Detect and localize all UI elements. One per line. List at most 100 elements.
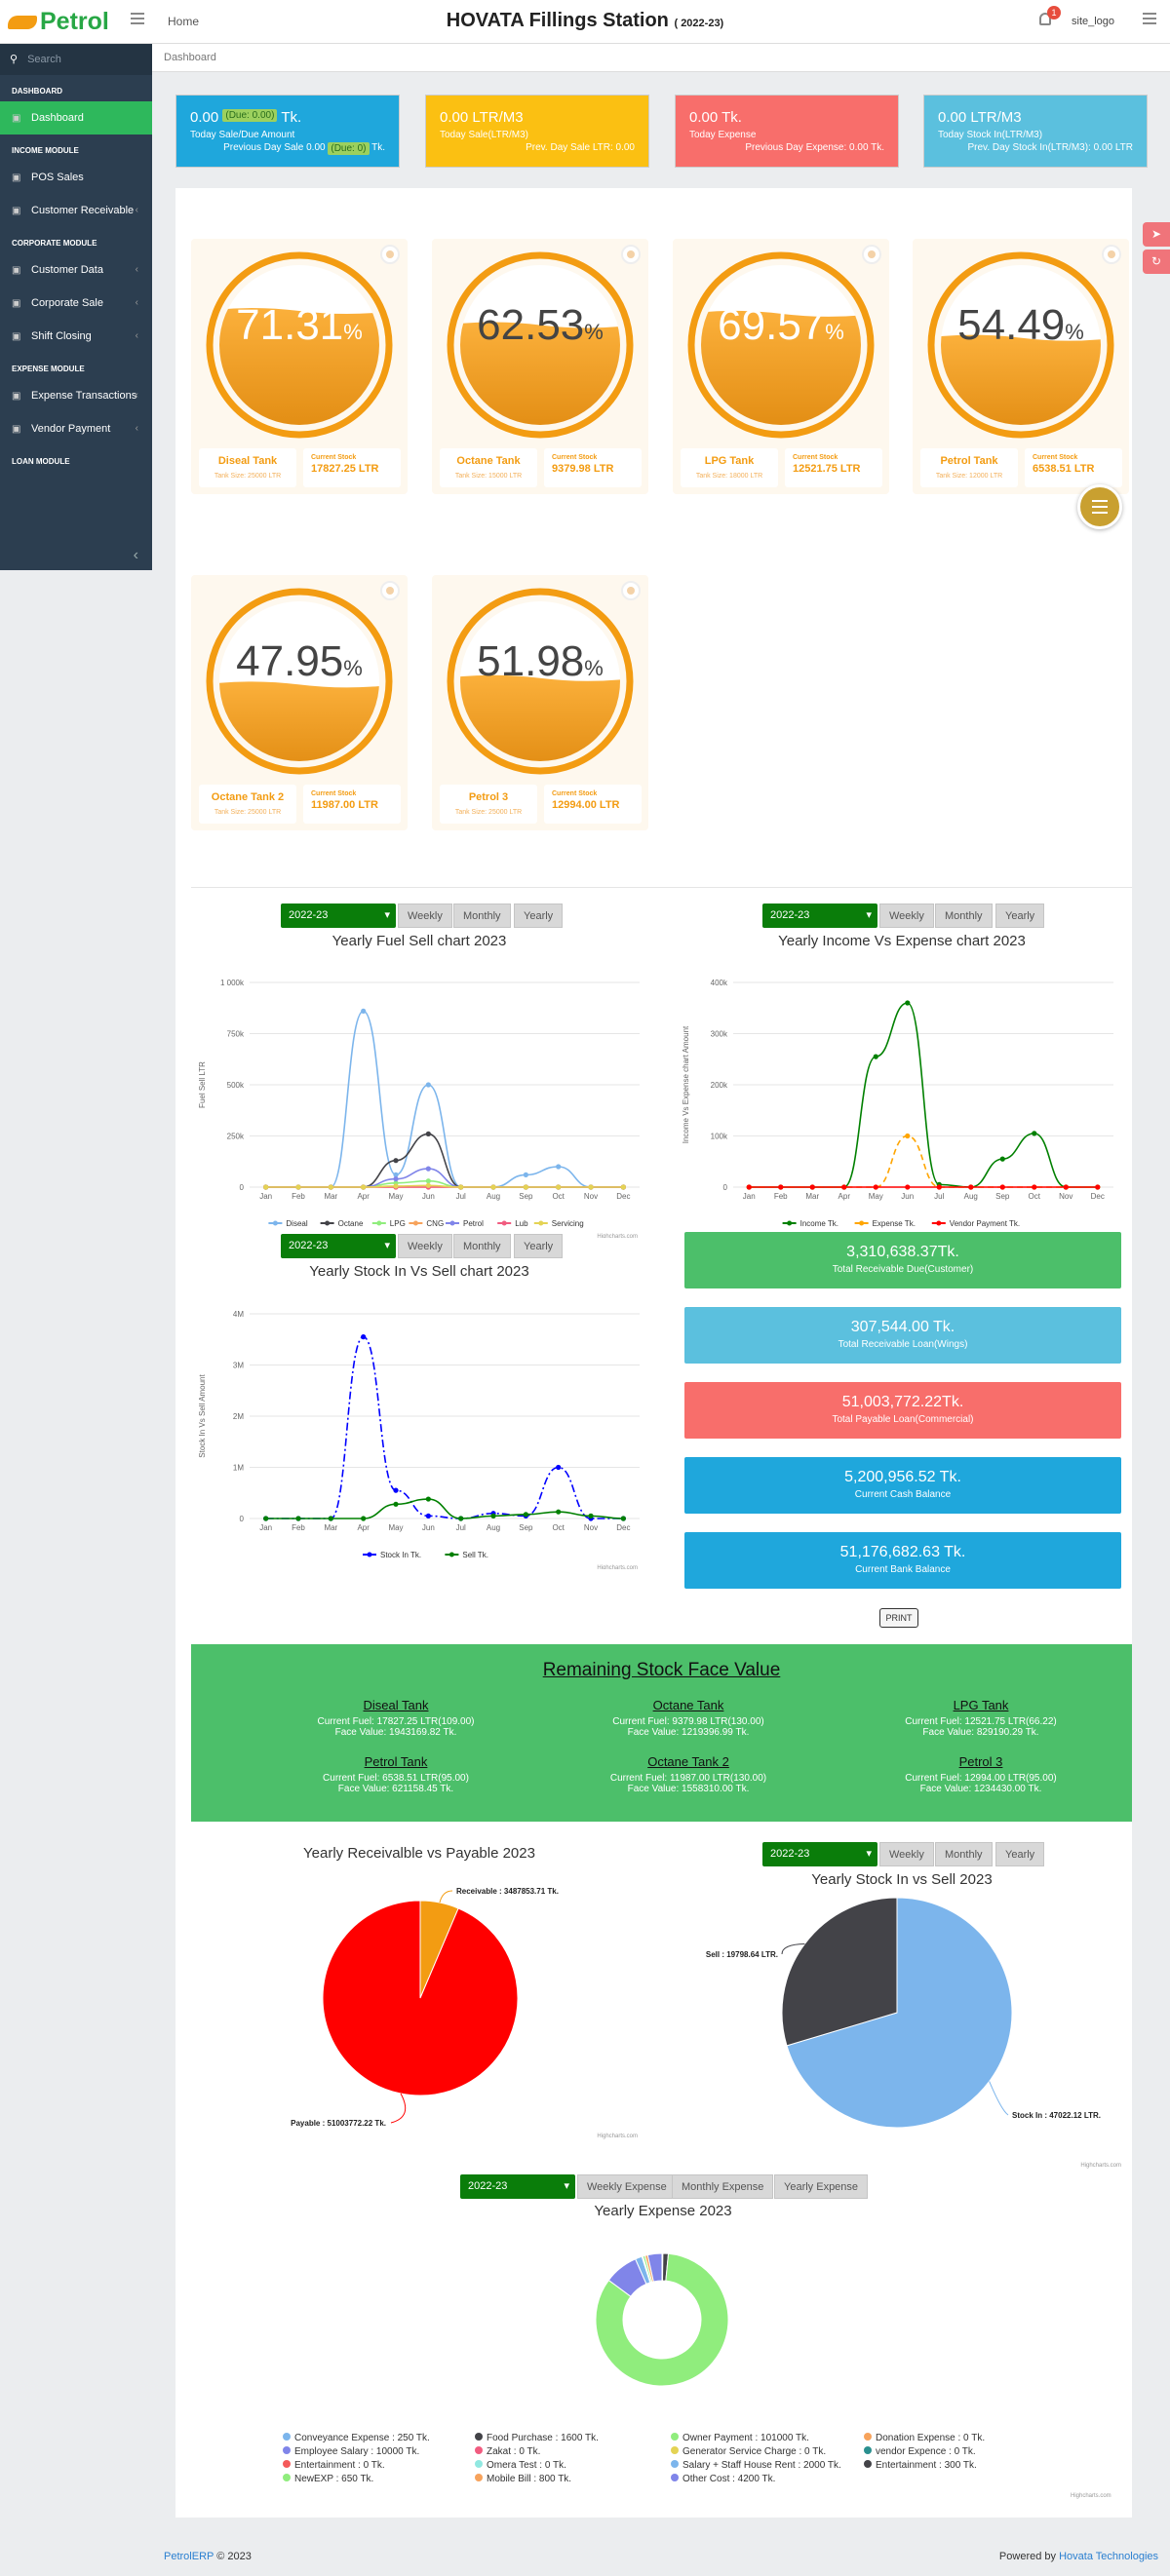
- legend-item[interactable]: Entertainment : 0 Tk.: [283, 2460, 385, 2471]
- series-line[interactable]: [265, 1335, 624, 1519]
- yearly-button-fuel[interactable]: Yearly: [514, 904, 564, 928]
- year-select-income[interactable]: 2022-23: [762, 904, 878, 928]
- data-point[interactable]: [905, 1184, 911, 1190]
- sidebar-item-expense-transactions[interactable]: ▣ Expense Transactions ‹: [12, 390, 138, 402]
- weekly-button-fuel[interactable]: Weekly: [398, 904, 452, 928]
- yearly-expense-button[interactable]: Yearly Expense: [774, 2174, 869, 2199]
- year-select-stock[interactable]: 2022-23: [281, 1234, 396, 1258]
- data-point[interactable]: [490, 1184, 496, 1190]
- data-point[interactable]: [1095, 1184, 1101, 1190]
- series-line[interactable]: [749, 1134, 1098, 1188]
- legend-item[interactable]: Income Tk.: [800, 1219, 838, 1228]
- data-point[interactable]: [905, 1133, 911, 1139]
- legend-item[interactable]: Conveyance Expense : 250 Tk.: [283, 2433, 430, 2443]
- data-point[interactable]: [556, 1464, 562, 1471]
- data-point[interactable]: [746, 1184, 752, 1190]
- legend-item[interactable]: Food Purchase : 1600 Tk.: [475, 2433, 599, 2443]
- data-point[interactable]: [841, 1184, 847, 1190]
- user-logo[interactable]: site_logo: [1072, 16, 1115, 27]
- legend-item[interactable]: Zakat : 0 Tk.: [475, 2446, 540, 2457]
- highcharts-credit[interactable]: Highcharts.com: [1071, 2493, 1112, 2499]
- legend-item[interactable]: Expense Tk.: [873, 1219, 916, 1228]
- footer-brand-link[interactable]: PetrolERP: [164, 2551, 214, 2562]
- legend-item[interactable]: Sell Tk.: [462, 1551, 488, 1559]
- data-point[interactable]: [425, 1166, 431, 1172]
- data-point[interactable]: [999, 1184, 1005, 1190]
- year-select-stock-pie[interactable]: 2022-23: [762, 1842, 878, 1866]
- pie-slice[interactable]: [786, 1897, 1013, 2129]
- monthly-expense-button[interactable]: Monthly Expense: [672, 2174, 774, 2199]
- footer-company-link[interactable]: Hovata Technologies: [1059, 2551, 1158, 2562]
- data-point[interactable]: [328, 1184, 333, 1190]
- data-point[interactable]: [523, 1172, 528, 1177]
- toggle-icon[interactable]: [621, 245, 641, 264]
- weekly-expense-button[interactable]: Weekly Expense: [577, 2174, 677, 2199]
- sidebar-toggle-icon[interactable]: [131, 13, 144, 24]
- series-line[interactable]: [265, 1184, 624, 1188]
- legend-item[interactable]: Stock In Tk.: [380, 1551, 421, 1559]
- data-point[interactable]: [361, 1184, 367, 1190]
- data-point[interactable]: [393, 1158, 399, 1164]
- weekly-button-stock-pie[interactable]: Weekly: [879, 1842, 934, 1866]
- sidebar-collapse-icon[interactable]: ‹: [133, 547, 138, 563]
- highcharts-credit[interactable]: Highcharts.com: [597, 1565, 638, 1569]
- legend-item[interactable]: Entertainment : 300 Tk.: [864, 2460, 977, 2471]
- monthly-button-stock-pie[interactable]: Monthly: [935, 1842, 993, 1866]
- toggle-icon[interactable]: [1102, 245, 1121, 264]
- sidebar-item-customer-receivable[interactable]: ▣ Customer Receivable ‹: [12, 205, 138, 216]
- menu-fab-button[interactable]: [1077, 484, 1122, 529]
- data-point[interactable]: [999, 1156, 1005, 1162]
- legend-item[interactable]: Diseal: [286, 1219, 307, 1228]
- data-point[interactable]: [778, 1184, 784, 1190]
- data-point[interactable]: [458, 1516, 464, 1521]
- sidebar-item-customer-data[interactable]: ▣ Customer Data ‹: [12, 264, 138, 276]
- legend-item[interactable]: Servicing: [552, 1219, 584, 1228]
- data-point[interactable]: [523, 1184, 528, 1190]
- data-point[interactable]: [361, 1516, 367, 1521]
- app-logo[interactable]: Petrol: [8, 8, 109, 36]
- legend-item[interactable]: Petrol: [463, 1219, 484, 1228]
- data-point[interactable]: [588, 1513, 594, 1519]
- data-point[interactable]: [295, 1516, 301, 1521]
- data-point[interactable]: [458, 1184, 464, 1190]
- data-point[interactable]: [936, 1184, 942, 1190]
- data-point[interactable]: [1032, 1131, 1037, 1136]
- legend-item[interactable]: Salary + Staff House Rent : 2000 Tk.: [671, 2460, 841, 2471]
- monthly-button-income[interactable]: Monthly: [935, 904, 993, 928]
- data-point[interactable]: [588, 1184, 594, 1190]
- data-point[interactable]: [556, 1509, 562, 1515]
- legend-item[interactable]: CNG: [426, 1219, 444, 1228]
- yearly-button-stock-pie[interactable]: Yearly: [995, 1842, 1045, 1866]
- highcharts-credit[interactable]: Highcharts.com: [597, 2134, 638, 2139]
- data-point[interactable]: [425, 1178, 431, 1184]
- pie-slice[interactable]: [322, 1900, 519, 2096]
- sidebar-item-dashboard[interactable]: ▣ Dashboard: [0, 101, 152, 135]
- data-point[interactable]: [393, 1487, 399, 1493]
- data-point[interactable]: [361, 1334, 367, 1340]
- highcharts-credit[interactable]: Highcharts.com: [1080, 2163, 1121, 2169]
- legend-item[interactable]: Octane: [338, 1219, 364, 1228]
- sidebar-item-pos-sales[interactable]: ▣ POS Sales: [12, 172, 84, 183]
- data-point[interactable]: [556, 1184, 562, 1190]
- toggle-icon[interactable]: [380, 581, 400, 600]
- data-point[interactable]: [263, 1516, 269, 1521]
- data-point[interactable]: [263, 1184, 269, 1190]
- data-point[interactable]: [905, 1000, 911, 1006]
- series-line[interactable]: [265, 1498, 624, 1519]
- weekly-button-income[interactable]: Weekly: [879, 904, 934, 928]
- monthly-button-fuel[interactable]: Monthly: [453, 904, 511, 928]
- data-point[interactable]: [295, 1184, 301, 1190]
- data-point[interactable]: [620, 1516, 626, 1521]
- year-select-expense[interactable]: 2022-23: [460, 2174, 575, 2199]
- legend-item[interactable]: Employee Salary : 10000 Tk.: [283, 2446, 419, 2457]
- data-point[interactable]: [393, 1172, 399, 1177]
- monthly-button-stock[interactable]: Monthly: [453, 1234, 511, 1258]
- data-point[interactable]: [809, 1184, 815, 1190]
- aside-menu-icon[interactable]: [1143, 13, 1156, 24]
- series-line[interactable]: [265, 1133, 624, 1188]
- data-point[interactable]: [968, 1184, 974, 1190]
- weekly-button-stock[interactable]: Weekly: [398, 1234, 452, 1258]
- year-select-fuel[interactable]: 2022-23: [281, 904, 396, 928]
- legend-item[interactable]: Owner Payment : 101000 Tk.: [671, 2433, 809, 2443]
- print-button[interactable]: PRINT: [879, 1608, 918, 1628]
